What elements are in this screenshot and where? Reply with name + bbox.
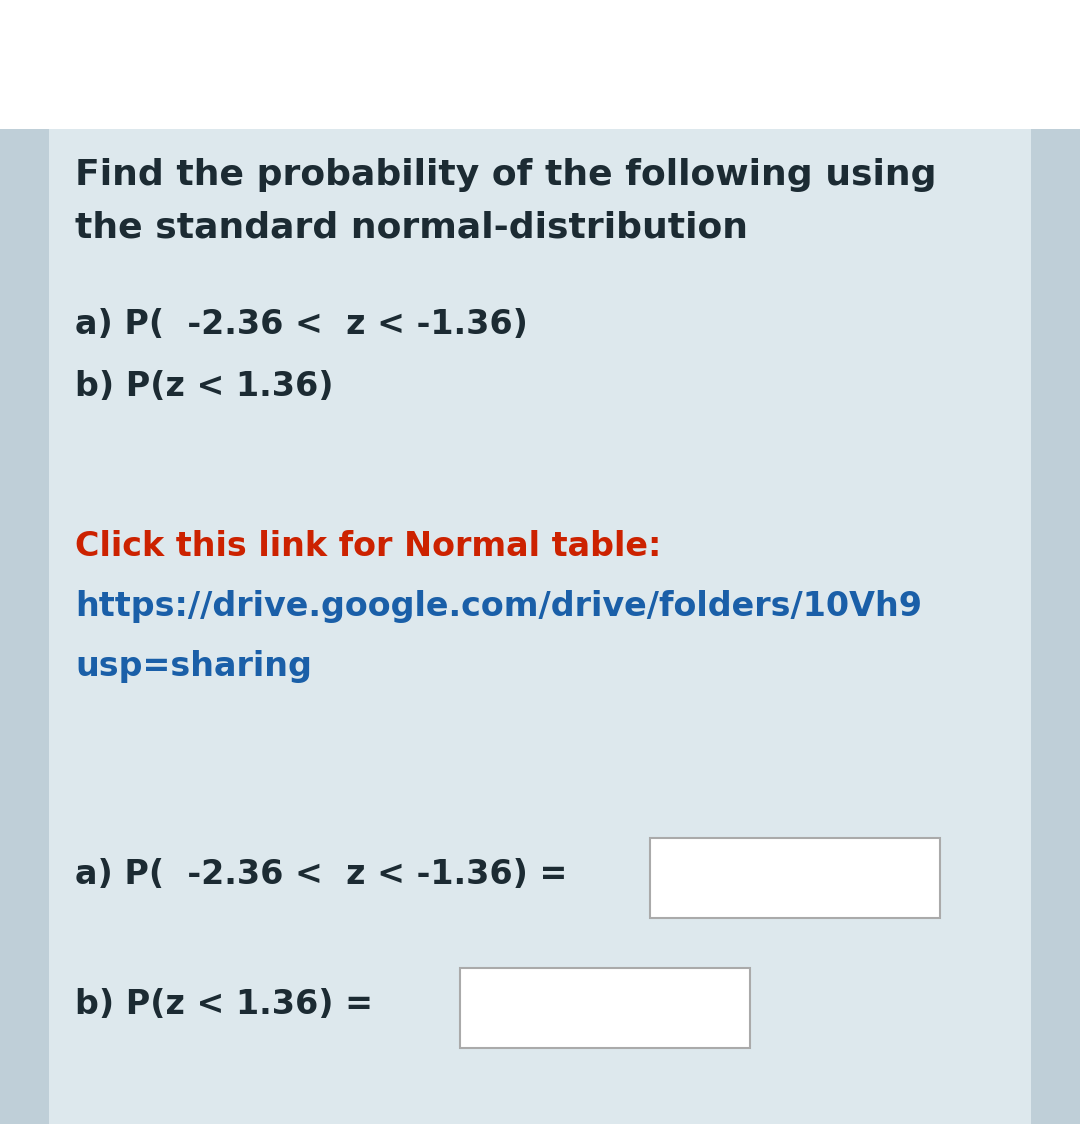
Text: Click this link for Normal table:: Click this link for Normal table:: [75, 531, 661, 563]
Text: b) P(z < 1.36) =: b) P(z < 1.36) =: [75, 988, 373, 1021]
Bar: [0, 0, 1080, 129]
Text: the standard normal-distribution: the standard normal-distribution: [75, 210, 748, 244]
Bar: [460, 968, 750, 1048]
Text: a) P(  -2.36 <  z < -1.36): a) P( -2.36 < z < -1.36): [75, 308, 528, 341]
Text: a) P(  -2.36 <  z < -1.36) =: a) P( -2.36 < z < -1.36) =: [75, 858, 567, 891]
Bar: [650, 839, 940, 918]
Text: https://drive.google.com/drive/folders/10Vh9: https://drive.google.com/drive/folders/1…: [75, 590, 922, 623]
Text: b) P(z < 1.36): b) P(z < 1.36): [75, 370, 334, 404]
Text: Find the probability of the following using: Find the probability of the following us…: [75, 158, 936, 192]
Bar: [49, 129, 1031, 1124]
Text: usp=sharing: usp=sharing: [75, 650, 312, 683]
